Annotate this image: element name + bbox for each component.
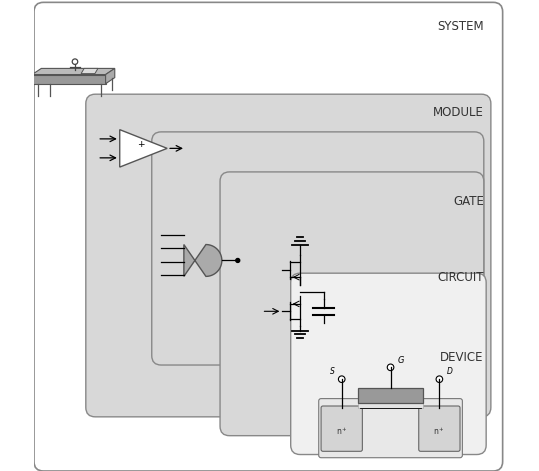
Text: +: +	[137, 140, 144, 149]
Polygon shape	[81, 68, 98, 73]
Polygon shape	[32, 68, 115, 74]
Text: n$^+$: n$^+$	[336, 425, 348, 437]
Polygon shape	[184, 244, 222, 276]
Text: G: G	[397, 357, 404, 365]
Circle shape	[338, 376, 345, 382]
FancyBboxPatch shape	[321, 406, 362, 451]
Bar	[358, 403, 423, 408]
Circle shape	[387, 364, 394, 371]
Text: SYSTEM: SYSTEM	[437, 20, 484, 33]
Polygon shape	[106, 68, 115, 84]
FancyBboxPatch shape	[419, 406, 460, 451]
Text: n$^+$: n$^+$	[433, 425, 445, 437]
Text: S: S	[330, 367, 335, 376]
Circle shape	[236, 259, 240, 262]
Text: DEVICE: DEVICE	[440, 351, 484, 364]
Circle shape	[436, 376, 443, 382]
Text: CIRCUIT: CIRCUIT	[437, 271, 484, 284]
FancyBboxPatch shape	[220, 172, 484, 436]
Text: D: D	[446, 367, 452, 376]
Text: MODULE: MODULE	[433, 106, 484, 119]
Polygon shape	[120, 130, 167, 167]
FancyBboxPatch shape	[152, 132, 484, 365]
Text: GATE: GATE	[453, 195, 484, 209]
FancyBboxPatch shape	[291, 273, 486, 455]
FancyBboxPatch shape	[319, 398, 462, 458]
Polygon shape	[32, 74, 106, 84]
FancyBboxPatch shape	[86, 94, 491, 417]
FancyBboxPatch shape	[34, 2, 503, 471]
Bar	[358, 388, 423, 403]
